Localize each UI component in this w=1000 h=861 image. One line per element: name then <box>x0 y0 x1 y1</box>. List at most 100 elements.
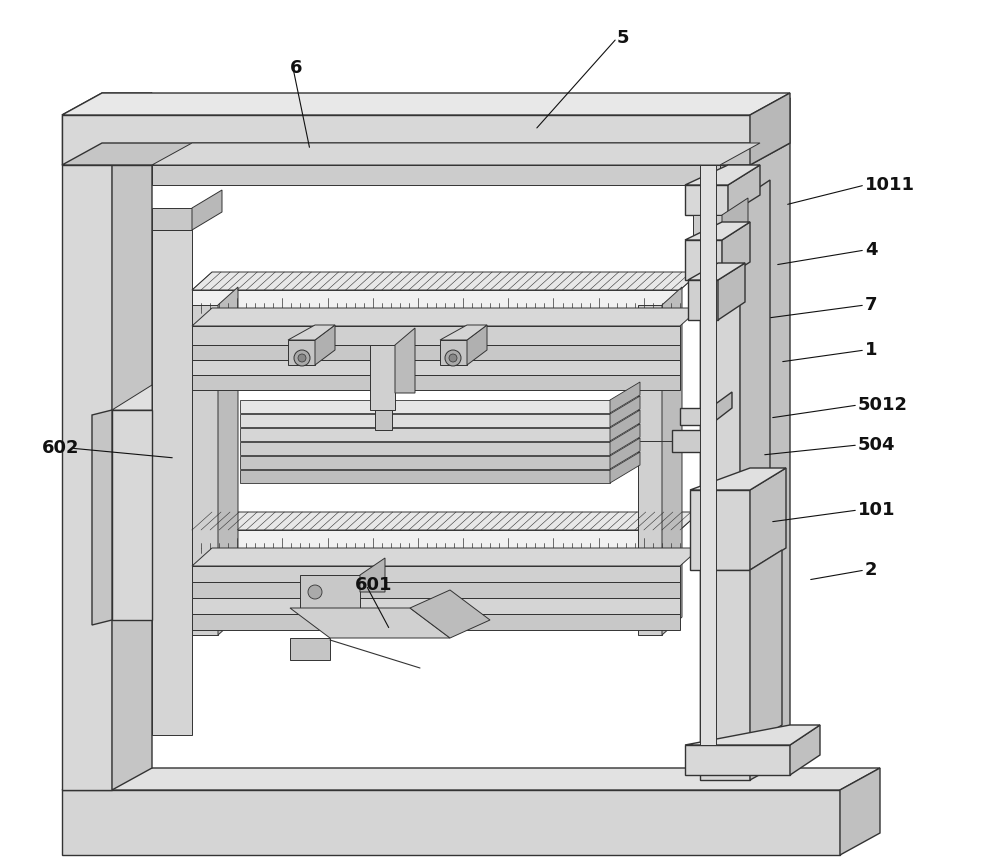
Polygon shape <box>700 200 740 750</box>
Text: 5: 5 <box>617 29 630 47</box>
Text: 7: 7 <box>865 296 878 314</box>
Polygon shape <box>62 790 840 855</box>
Polygon shape <box>240 400 610 413</box>
Polygon shape <box>152 208 192 230</box>
Polygon shape <box>192 326 680 345</box>
Polygon shape <box>740 180 770 750</box>
Text: 504: 504 <box>858 436 896 454</box>
Polygon shape <box>192 345 680 360</box>
Polygon shape <box>672 430 703 452</box>
Polygon shape <box>688 280 718 320</box>
Polygon shape <box>685 745 790 775</box>
Text: 4: 4 <box>865 241 878 259</box>
Polygon shape <box>370 345 395 410</box>
Polygon shape <box>790 725 820 775</box>
Polygon shape <box>62 768 880 790</box>
Polygon shape <box>192 548 680 566</box>
Polygon shape <box>750 98 790 780</box>
Circle shape <box>294 350 310 366</box>
Polygon shape <box>192 530 680 548</box>
Polygon shape <box>638 305 662 635</box>
Circle shape <box>445 350 461 366</box>
Polygon shape <box>750 550 782 745</box>
Text: 2: 2 <box>865 561 878 579</box>
Polygon shape <box>192 566 680 582</box>
Polygon shape <box>62 143 790 165</box>
Polygon shape <box>290 608 450 638</box>
Polygon shape <box>685 165 760 185</box>
Polygon shape <box>192 272 700 290</box>
Polygon shape <box>610 410 640 441</box>
Polygon shape <box>375 410 392 430</box>
Polygon shape <box>710 570 750 745</box>
Polygon shape <box>662 287 682 635</box>
Polygon shape <box>693 215 722 240</box>
Text: 1011: 1011 <box>865 176 915 194</box>
Polygon shape <box>152 165 720 185</box>
Polygon shape <box>750 468 786 570</box>
Polygon shape <box>410 590 490 638</box>
Text: 601: 601 <box>355 576 392 594</box>
Polygon shape <box>610 396 640 427</box>
Polygon shape <box>218 287 238 635</box>
Polygon shape <box>290 638 330 660</box>
Polygon shape <box>288 340 315 365</box>
Polygon shape <box>395 328 415 393</box>
Polygon shape <box>722 222 750 280</box>
Polygon shape <box>192 582 680 598</box>
Polygon shape <box>610 438 640 469</box>
Polygon shape <box>62 115 750 165</box>
Circle shape <box>298 354 306 362</box>
Polygon shape <box>240 456 610 469</box>
Polygon shape <box>722 198 748 240</box>
Polygon shape <box>685 725 820 745</box>
Polygon shape <box>315 325 335 365</box>
Polygon shape <box>192 190 222 230</box>
Polygon shape <box>192 512 700 530</box>
Polygon shape <box>685 222 750 240</box>
Polygon shape <box>112 410 152 620</box>
Polygon shape <box>192 308 700 326</box>
Polygon shape <box>62 115 112 790</box>
Polygon shape <box>152 143 760 165</box>
Polygon shape <box>440 325 487 340</box>
Text: 5012: 5012 <box>858 396 908 414</box>
Polygon shape <box>710 392 732 425</box>
Polygon shape <box>192 548 700 566</box>
Polygon shape <box>288 325 335 340</box>
Polygon shape <box>240 442 610 455</box>
Polygon shape <box>610 452 640 483</box>
Polygon shape <box>112 93 152 790</box>
Text: 6: 6 <box>290 59 302 77</box>
Polygon shape <box>610 424 640 455</box>
Polygon shape <box>300 575 360 610</box>
Polygon shape <box>700 120 750 780</box>
Polygon shape <box>718 263 745 320</box>
Text: 602: 602 <box>42 439 80 457</box>
Polygon shape <box>240 414 610 427</box>
Polygon shape <box>610 382 640 413</box>
Polygon shape <box>690 490 750 570</box>
Polygon shape <box>688 263 745 280</box>
Polygon shape <box>690 468 786 490</box>
Polygon shape <box>685 240 722 280</box>
Polygon shape <box>192 290 680 308</box>
Circle shape <box>449 354 457 362</box>
Text: 101: 101 <box>858 501 896 519</box>
Polygon shape <box>700 98 790 120</box>
Polygon shape <box>360 558 385 592</box>
Circle shape <box>308 585 322 599</box>
Polygon shape <box>750 93 790 165</box>
Polygon shape <box>192 305 218 635</box>
Polygon shape <box>728 165 760 215</box>
Polygon shape <box>840 768 880 855</box>
Polygon shape <box>192 598 680 614</box>
Polygon shape <box>240 470 610 483</box>
Polygon shape <box>192 614 680 630</box>
Polygon shape <box>680 408 710 425</box>
Polygon shape <box>62 93 790 115</box>
Polygon shape <box>92 410 112 625</box>
Polygon shape <box>192 308 680 326</box>
Polygon shape <box>685 185 728 215</box>
Polygon shape <box>700 165 716 745</box>
